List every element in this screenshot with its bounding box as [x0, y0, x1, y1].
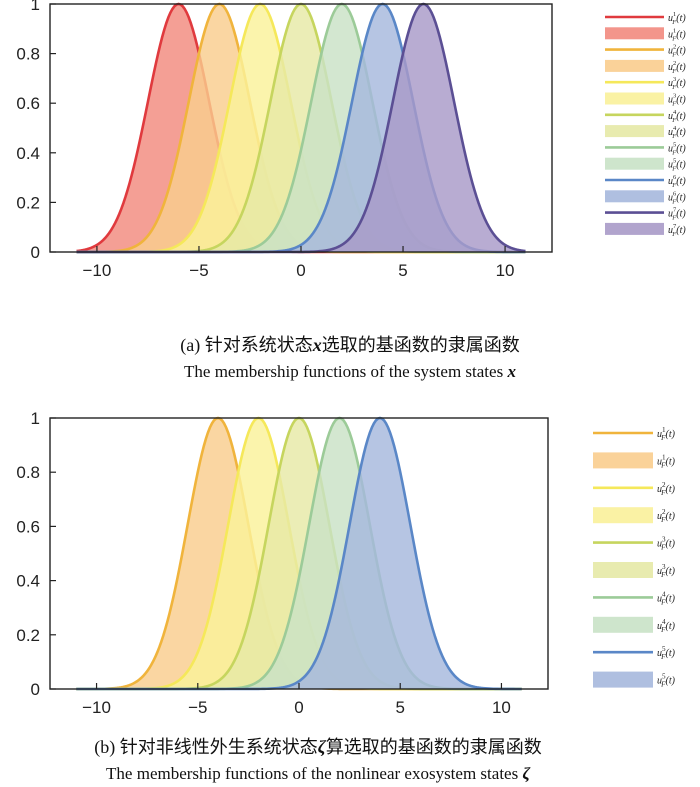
legend-b-label: u2 F(t) — [657, 508, 676, 524]
chart-a-area-2 — [76, 4, 526, 252]
chart-b: 0 0.2 0.4 0.6 0.8 1 −10 −5 0 5 10 — [16, 409, 549, 717]
legend-a-label: u7 F(t) — [668, 207, 686, 222]
chart-b-area-4 — [76, 418, 522, 689]
chart-a-area-4 — [76, 4, 526, 252]
legend-b-patch-swatch — [593, 671, 653, 688]
legend-b-patch-swatch — [593, 616, 653, 633]
caption-b-en: The membership functions of the nonlinea… — [106, 764, 530, 783]
chart-a-area-7 — [76, 4, 526, 252]
legend-a-patch-swatch — [605, 92, 664, 105]
chart-a-x-tick-label: 10 — [496, 261, 515, 280]
caption-b-zh: (b) 针对非线性外生系统状态ζ算选取的基函数的隶属函数 — [94, 737, 541, 758]
legend-a-patch-swatch — [605, 222, 664, 235]
legend-a-patch-swatch — [605, 190, 664, 203]
chart-a-y-tick-label: 0.2 — [16, 193, 40, 212]
legend-b-label: u5 F(t) — [657, 645, 676, 661]
chart-b-legend: u1 F(t) u1 F(t) u2 F(t) u2 F(t) u3 F(t) u3 F(t) u4 F(… — [593, 426, 676, 689]
chart-a-y-tick-label: 0 — [31, 243, 40, 262]
legend-a-label: u4 F(t) — [668, 125, 686, 140]
legend-a-patch-swatch — [605, 125, 664, 138]
legend-b-label: u1 F(t) — [657, 453, 676, 469]
legend-b-label: u5 F(t) — [657, 673, 676, 689]
legend-a-patch-swatch — [605, 59, 664, 72]
legend-a-label: u6 F(t) — [668, 190, 686, 205]
chart-a-y-tick-label: 0.8 — [16, 45, 40, 64]
chart-b-y-tick-label: 1 — [31, 409, 40, 428]
legend-b-label: u4 F(t) — [657, 618, 676, 634]
legend-a-label: u2 F(t) — [668, 44, 686, 59]
chart-b-area-3 — [76, 418, 522, 689]
chart-a-x-tick-label: −10 — [83, 261, 112, 280]
chart-b-x-tick-label: 0 — [294, 698, 303, 717]
chart-a-x-tick-label: 5 — [398, 261, 407, 280]
legend-b-patch-swatch — [593, 507, 653, 524]
legend-a-patch-swatch — [605, 27, 664, 40]
chart-b-x-tick-label: 5 — [395, 698, 404, 717]
legend-a-label: u2 F(t) — [668, 60, 686, 75]
legend-a-label: u4 F(t) — [668, 109, 686, 124]
legend-a-label: u7 F(t) — [668, 223, 686, 238]
legend-b-label: u1 F(t) — [657, 426, 676, 442]
legend-b-label: u2 F(t) — [657, 481, 676, 497]
legend-b-patch-swatch — [593, 452, 653, 469]
chart-a-x-axis: −10 −5 0 5 10 — [83, 246, 515, 280]
chart-b-y-tick-label: 0.4 — [16, 572, 40, 591]
legend-b-label: u4 F(t) — [657, 590, 676, 606]
caption-a-en: The membership functions of the system s… — [184, 362, 516, 381]
chart-a-area-5 — [76, 4, 526, 252]
chart-a-y-tick-label: 0.4 — [16, 144, 40, 163]
chart-a-y-tick-label: 1 — [31, 0, 40, 14]
chart-a-x-tick-label: −5 — [189, 261, 208, 280]
chart-b-x-tick-label: −10 — [82, 698, 111, 717]
legend-a-label: u5 F(t) — [668, 141, 686, 156]
chart-b-x-tick-label: −5 — [188, 698, 207, 717]
chart-b-y-tick-label: 0.8 — [16, 463, 40, 482]
legend-b-label: u3 F(t) — [657, 563, 676, 579]
chart-b-x-tick-label: 10 — [492, 698, 511, 717]
chart-a-legend: u1 F(t)u1 F(t)u2 F(t)u2 F(t)u3 F(t)u3 F(t)u4 F(… — [605, 11, 686, 238]
legend-b-label: u3 F(t) — [657, 536, 676, 552]
chart-a-y-tick-label: 0.6 — [16, 94, 40, 113]
legend-a-patch-swatch — [605, 157, 664, 170]
legend-a-label: u1 F(t) — [668, 11, 686, 26]
chart-a-x-tick-label: 0 — [296, 261, 305, 280]
caption-a-zh: (a) 针对系统状态x选取的基函数的隶属函数 — [180, 335, 519, 356]
chart-b-series — [76, 416, 522, 691]
chart-b-y-axis: 0 0.2 0.4 0.6 0.8 1 — [16, 409, 56, 699]
chart-b-area-1 — [76, 418, 522, 689]
legend-a-label: u3 F(t) — [668, 93, 686, 108]
chart-b-y-tick-label: 0 — [31, 680, 40, 699]
legend-b-patch-swatch — [593, 562, 653, 578]
chart-b-y-tick-label: 0.6 — [16, 517, 40, 536]
chart-a-series — [76, 2, 526, 254]
chart-b-y-tick-label: 0.2 — [16, 626, 40, 645]
legend-a-label: u1 F(t) — [668, 27, 686, 42]
chart-a-y-axis: 0 0.2 0.4 0.6 0.8 1 — [16, 0, 56, 262]
chart-b-x-axis: −10 −5 0 5 10 — [82, 683, 511, 717]
legend-a-label: u5 F(t) — [668, 158, 686, 173]
legend-a-label: u6 F(t) — [668, 174, 686, 189]
chart-b-area-5 — [76, 418, 522, 689]
legend-a-label: u3 F(t) — [668, 76, 686, 91]
chart-a: 0 0.2 0.4 0.6 0.8 1 −10 −5 0 5 10 — [16, 0, 553, 280]
